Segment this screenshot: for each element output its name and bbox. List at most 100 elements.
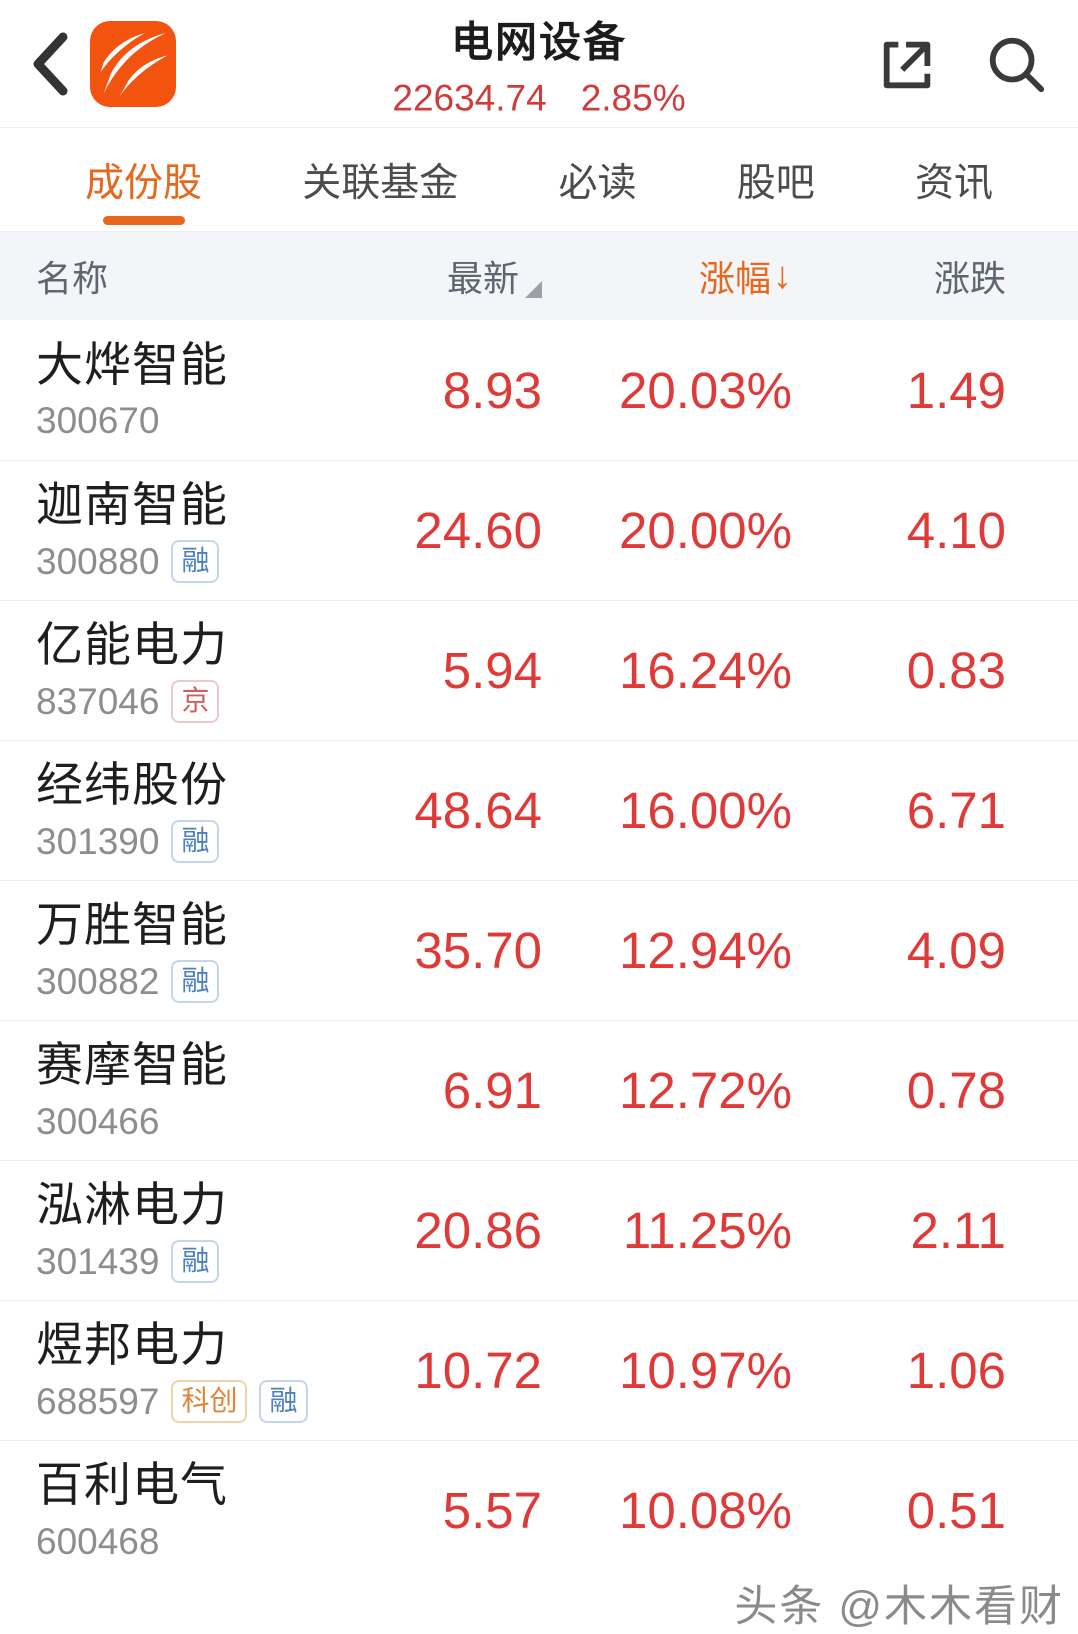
tab-4[interactable]: 股吧 bbox=[737, 128, 815, 231]
stock-name-cell: 万胜智能 300882 融 bbox=[36, 897, 332, 1004]
tab-5[interactable]: 资讯 bbox=[915, 128, 993, 231]
stock-latest-price: 8.93 bbox=[442, 361, 542, 419]
stock-code-line: 300670 bbox=[36, 400, 332, 442]
share-external-icon bbox=[883, 41, 931, 88]
stock-code-line: 688597 科创融 bbox=[36, 1380, 332, 1424]
column-header-name[interactable]: 名称 bbox=[36, 258, 109, 299]
stock-change-pct: 12.94% bbox=[619, 922, 792, 979]
stock-badge: 融 bbox=[171, 540, 220, 584]
stock-change-pct: 10.97% bbox=[619, 1342, 792, 1399]
header-actions bbox=[876, 32, 1048, 96]
sort-desc-arrow-icon: ↓ bbox=[773, 254, 792, 297]
stock-code-line: 600468 bbox=[36, 1521, 332, 1563]
column-header-change-pct[interactable]: 涨幅 ↓ bbox=[698, 254, 792, 300]
stock-change-amt: 0.83 bbox=[906, 642, 1006, 699]
stock-name: 百利电气 bbox=[36, 1458, 228, 1512]
back-button[interactable] bbox=[30, 29, 80, 99]
stock-badge: 融 bbox=[171, 1240, 220, 1284]
page-title: 电网设备 bbox=[450, 18, 627, 65]
stock-name: 泓淋电力 bbox=[36, 1177, 228, 1231]
tabs: 成份股 关联基金 必读 股吧 资讯 bbox=[0, 128, 1078, 232]
search-icon bbox=[989, 37, 1045, 92]
active-tab-underline bbox=[102, 216, 185, 225]
stock-code-line: 300466 bbox=[36, 1101, 332, 1143]
stock-name: 迦南智能 bbox=[36, 477, 228, 531]
stock-latest-price: 48.64 bbox=[414, 782, 542, 839]
stock-row[interactable]: 亿能电力 837046 京 5.94 16.24% 0.83 bbox=[0, 600, 1078, 740]
tab-2[interactable]: 关联基金 bbox=[302, 128, 458, 231]
stock-latest-price: 5.94 bbox=[442, 642, 542, 699]
stock-name: 亿能电力 bbox=[36, 617, 228, 671]
app-header: 电网设备 22634.74 2.85% bbox=[0, 0, 1078, 128]
stock-change-pct: 16.24% bbox=[619, 642, 792, 699]
stock-change-pct: 11.25% bbox=[622, 1202, 792, 1259]
stock-name-cell: 百利电气 600468 bbox=[36, 1458, 332, 1562]
stock-code-line: 301390 融 bbox=[36, 820, 332, 864]
stock-row[interactable]: 经纬股份 301390 融 48.64 16.00% 6.71 bbox=[0, 740, 1078, 880]
stock-name-cell: 煜邦电力 688597 科创融 bbox=[36, 1318, 332, 1424]
stock-badge: 融 bbox=[171, 960, 220, 1004]
stock-change-amt: 0.51 bbox=[906, 1482, 1006, 1539]
stock-row[interactable]: 泓淋电力 301439 融 20.86 11.25% 2.11 bbox=[0, 1160, 1078, 1300]
tab-label: 资讯 bbox=[914, 161, 993, 205]
stock-name: 万胜智能 bbox=[36, 897, 228, 951]
tab-1[interactable]: 成份股 bbox=[85, 128, 202, 231]
stock-badge: 融 bbox=[259, 1380, 308, 1424]
share-button[interactable] bbox=[876, 32, 940, 96]
stock-list: 大烨智能 300670 8.93 20.03% 1.49 迦南智能 300880… bbox=[0, 320, 1078, 1580]
stock-row[interactable]: 煜邦电力 688597 科创融 10.72 10.97% 1.06 bbox=[0, 1300, 1078, 1440]
stock-change-pct: 20.00% bbox=[619, 502, 792, 559]
stock-name: 经纬股份 bbox=[36, 757, 228, 811]
stock-change-amt: 1.06 bbox=[906, 1342, 1006, 1399]
tab-label: 股吧 bbox=[736, 161, 815, 205]
tab-label: 成份股 bbox=[85, 161, 203, 205]
tab-3[interactable]: 必读 bbox=[558, 128, 636, 231]
index-value: 22634.74 bbox=[392, 77, 547, 118]
stock-row[interactable]: 迦南智能 300880 融 24.60 20.00% 4.10 bbox=[0, 460, 1078, 600]
index-change-pct: 2.85% bbox=[580, 77, 686, 118]
stock-change-amt: 4.10 bbox=[906, 502, 1006, 559]
stock-code-line: 301439 融 bbox=[36, 1240, 332, 1284]
stock-latest-price: 24.60 bbox=[414, 502, 542, 559]
stock-change-amt: 6.71 bbox=[906, 782, 1006, 839]
stock-name-cell: 泓淋电力 301439 融 bbox=[36, 1177, 332, 1284]
app-logo-icon bbox=[90, 20, 176, 107]
stock-name-cell: 大烨智能 300670 bbox=[36, 338, 332, 442]
stock-latest-price: 5.57 bbox=[442, 1482, 542, 1539]
chevron-left-icon bbox=[33, 32, 68, 95]
stock-name: 大烨智能 bbox=[36, 337, 228, 391]
stock-code: 600468 bbox=[36, 1520, 160, 1562]
stock-badge: 京 bbox=[171, 680, 220, 724]
stock-code: 301390 bbox=[36, 820, 160, 862]
index-quote: 22634.74 2.85% bbox=[289, 77, 789, 119]
stock-code-line: 300882 融 bbox=[36, 960, 332, 1004]
stock-row[interactable]: 赛摩智能 300466 6.91 12.72% 0.78 bbox=[0, 1020, 1078, 1160]
stock-change-amt: 0.78 bbox=[906, 1062, 1006, 1119]
table-header: 名称 最新 涨幅 ↓ 涨跌 bbox=[0, 232, 1078, 320]
stock-code: 688597 bbox=[36, 1380, 160, 1422]
stock-change-pct: 16.00% bbox=[619, 782, 792, 839]
stock-name-cell: 亿能电力 837046 京 bbox=[36, 617, 332, 724]
tab-label: 关联基金 bbox=[302, 161, 459, 205]
stock-code-line: 300880 融 bbox=[36, 540, 332, 584]
stock-name-cell: 迦南智能 300880 融 bbox=[36, 477, 332, 584]
stock-name-cell: 经纬股份 301390 融 bbox=[36, 757, 332, 864]
stock-badge: 融 bbox=[171, 820, 220, 864]
stock-change-amt: 4.09 bbox=[906, 922, 1006, 979]
stock-change-amt: 2.11 bbox=[910, 1202, 1006, 1259]
stock-latest-price: 6.91 bbox=[442, 1062, 542, 1119]
stock-badge: 科创 bbox=[171, 1380, 248, 1424]
stock-change-pct: 20.03% bbox=[619, 361, 792, 419]
stock-code-line: 837046 京 bbox=[36, 680, 332, 724]
stock-name-cell: 赛摩智能 300466 bbox=[36, 1038, 332, 1142]
stock-code: 301439 bbox=[36, 1240, 160, 1282]
stock-row[interactable]: 百利电气 600468 5.57 10.08% 0.51 bbox=[0, 1440, 1078, 1580]
stock-change-amt: 1.49 bbox=[906, 361, 1006, 419]
column-header-latest[interactable]: 最新 bbox=[332, 250, 542, 302]
tab-label: 必读 bbox=[558, 161, 637, 205]
column-header-change-amt[interactable]: 涨跌 bbox=[933, 258, 1006, 299]
search-button[interactable] bbox=[984, 32, 1048, 96]
stock-row[interactable]: 大烨智能 300670 8.93 20.03% 1.49 bbox=[0, 320, 1078, 460]
stock-row[interactable]: 万胜智能 300882 融 35.70 12.94% 4.09 bbox=[0, 880, 1078, 1020]
